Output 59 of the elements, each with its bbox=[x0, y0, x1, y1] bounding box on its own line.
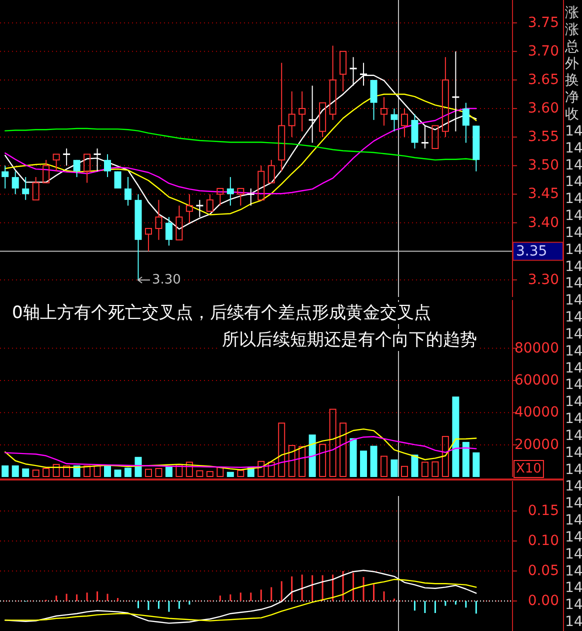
y-tick-label: 0.05 bbox=[528, 563, 559, 579]
text: 14 bbox=[565, 123, 582, 140]
text: X10 bbox=[516, 462, 542, 476]
text: 14 bbox=[565, 428, 582, 444]
text: 14 bbox=[565, 614, 582, 630]
y-tick-label: 3.70 bbox=[528, 43, 559, 60]
text: 涨 bbox=[565, 5, 579, 21]
text: 14 bbox=[565, 462, 582, 478]
y-tick-label: 0.00 bbox=[528, 593, 559, 609]
text: 14 bbox=[565, 310, 582, 326]
text: 14 bbox=[565, 140, 582, 156]
y-tick-label: 3.75 bbox=[528, 14, 559, 31]
text: 涨 bbox=[565, 22, 579, 38]
text: 14 bbox=[565, 224, 582, 241]
text: 14 bbox=[565, 563, 582, 580]
text: 14 bbox=[565, 208, 582, 224]
text: 净 bbox=[565, 90, 579, 106]
y-tick-label: 60000 bbox=[514, 372, 559, 388]
y-tick-label: 3.50 bbox=[528, 158, 559, 174]
y-tick-label: 3.30 bbox=[528, 272, 559, 288]
annotation: 3.30 bbox=[152, 272, 181, 288]
text: 14 bbox=[565, 326, 582, 342]
text: 14 bbox=[565, 157, 582, 174]
text: 14 bbox=[565, 360, 582, 376]
y-tick-label: 0.15 bbox=[528, 503, 559, 519]
text: 换 bbox=[565, 72, 579, 89]
text: 外 bbox=[565, 56, 579, 72]
text: 总 bbox=[564, 38, 579, 55]
text: 14 bbox=[565, 191, 582, 208]
text: 14 bbox=[565, 258, 582, 275]
text: 14 bbox=[565, 444, 582, 461]
text: 14 bbox=[565, 478, 582, 495]
annotation: 0轴上方有个死亡交叉点，后续有个差点形成黄金交叉点 bbox=[12, 303, 431, 323]
ref-line-label: 3.35 bbox=[516, 243, 548, 260]
y-tick-label: 3.45 bbox=[528, 186, 559, 202]
text: 14 bbox=[565, 394, 582, 410]
y-tick-label: 3.40 bbox=[528, 214, 559, 231]
text: 14 bbox=[565, 377, 582, 394]
y-tick-label: 0.10 bbox=[528, 533, 559, 549]
y-tick-label: 3.65 bbox=[528, 72, 559, 88]
text: 14 bbox=[565, 546, 582, 562]
text: 14 bbox=[565, 496, 582, 512]
y-tick-label: 3.60 bbox=[528, 100, 559, 117]
y-tick-label: 40000 bbox=[514, 404, 559, 421]
text: 14 bbox=[565, 580, 582, 596]
text: 收 bbox=[565, 106, 579, 122]
y-tick-label: 20000 bbox=[514, 436, 559, 453]
text: 14 bbox=[565, 242, 582, 258]
text: 14 bbox=[565, 276, 582, 292]
annotation: 所以后续短期还是有个向下的趋势 bbox=[222, 330, 477, 350]
text: 14 bbox=[565, 597, 582, 614]
text: 14 bbox=[565, 512, 582, 528]
y-tick-label: 3.55 bbox=[528, 129, 559, 146]
text: 14 bbox=[565, 343, 582, 360]
text: 14 bbox=[565, 529, 582, 546]
text: 14 bbox=[565, 411, 582, 427]
text: 14 bbox=[565, 174, 582, 190]
y-tick-label: 80000 bbox=[514, 340, 559, 356]
text: 14 bbox=[565, 292, 582, 309]
